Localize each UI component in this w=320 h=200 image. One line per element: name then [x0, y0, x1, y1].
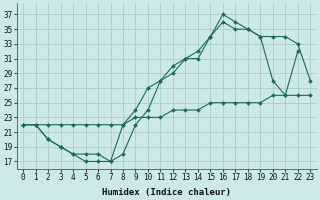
- X-axis label: Humidex (Indice chaleur): Humidex (Indice chaleur): [102, 188, 231, 197]
